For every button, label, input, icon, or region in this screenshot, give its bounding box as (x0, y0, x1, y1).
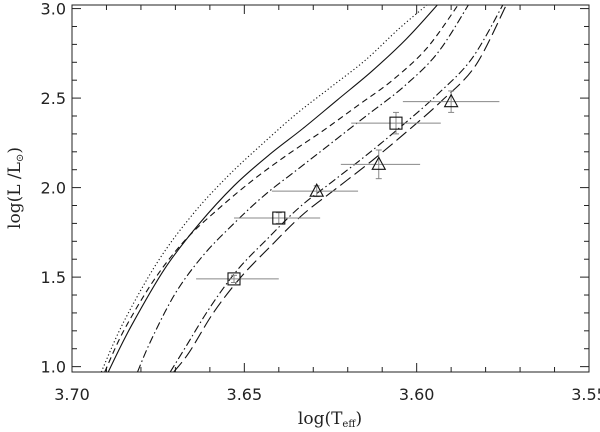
plot-frame (71, 4, 590, 373)
y-axis-title: log(L /L⊙) (5, 147, 26, 229)
x-tick-label: 3.70 (54, 385, 90, 404)
y-tick-label: 1.5 (41, 268, 66, 287)
model-curves (100, 5, 507, 372)
square-marker (227, 272, 241, 286)
model-curve-solid (107, 5, 438, 372)
triangle-marker (371, 156, 387, 170)
x-tick-label: 3.60 (399, 385, 435, 404)
model-curve-dotted (100, 5, 428, 372)
triangle-marker (309, 183, 325, 197)
square-marker (272, 211, 286, 225)
y-tick-label: 2.0 (41, 179, 66, 198)
square-marker (389, 116, 403, 130)
axis-ticks: 3.70 3.65 3.60 3.55 1.0 1.5 2.0 2.5 3.0 (41, 0, 600, 404)
data-points (196, 90, 500, 286)
model-curve-dashdot (136, 5, 469, 372)
model-curve-dashed (104, 5, 459, 372)
model-curve-dashdot (169, 5, 504, 372)
y-tick-label: 1.0 (41, 358, 66, 377)
x-tick-label: 3.65 (227, 385, 263, 404)
y-tick-label: 3.0 (41, 0, 66, 19)
model-curve-longdash (173, 5, 507, 372)
x-tick-label: 3.55 (571, 385, 600, 404)
x-axis-title: log(Teff) (298, 409, 362, 430)
y-tick-label: 2.5 (41, 89, 66, 108)
triangle-marker (443, 93, 459, 108)
